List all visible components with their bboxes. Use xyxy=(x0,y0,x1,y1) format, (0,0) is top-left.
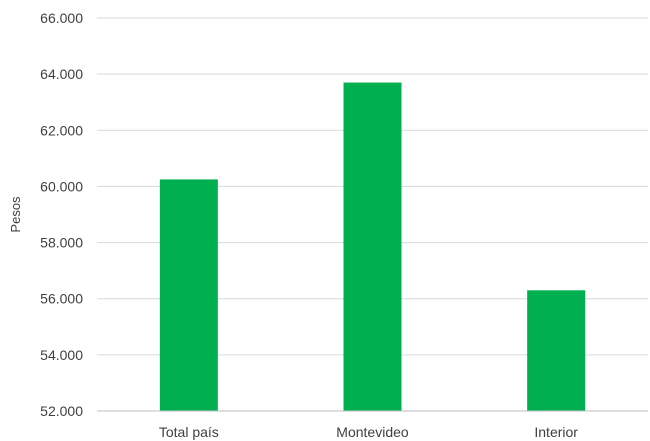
bar-montevideo xyxy=(343,82,402,412)
y-tick-label: 52.000 xyxy=(40,403,83,419)
y-tick-label: 56.000 xyxy=(40,291,83,307)
x-tick-label: Interior xyxy=(534,424,578,440)
y-tick-label: 54.000 xyxy=(40,347,83,363)
y-axis-ticks: 52.000 54.000 56.000 58.000 60.000 62.000 64.0… xyxy=(40,10,83,419)
y-tick-label: 58.000 xyxy=(40,235,83,251)
bar-total-pa-s xyxy=(159,179,218,411)
y-tick-label: 66.000 xyxy=(40,10,83,26)
y-tick-label: 64.000 xyxy=(40,66,83,82)
y-tick-label: 60.000 xyxy=(40,178,83,194)
bars xyxy=(159,82,586,412)
y-axis-title: Pesos xyxy=(8,196,23,233)
x-axis-ticks: Total país Montevideo Interior xyxy=(159,424,578,440)
y-tick-label: 62.000 xyxy=(40,122,83,138)
x-tick-label: Montevideo xyxy=(336,424,409,440)
bar-interior xyxy=(527,290,586,411)
x-tick-label: Total país xyxy=(159,424,219,440)
